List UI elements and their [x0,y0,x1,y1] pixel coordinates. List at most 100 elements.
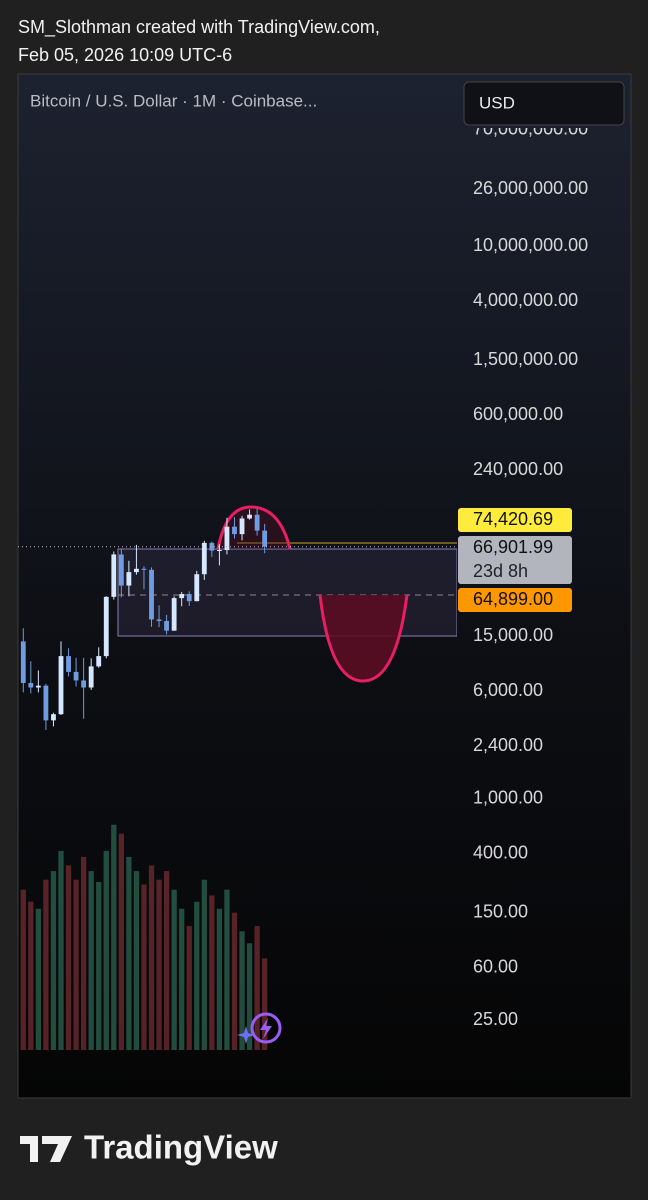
y-tick-label: 6,000.00 [473,680,543,700]
y-tick-label: 25.00 [473,1009,518,1029]
arc-top [216,505,292,550]
price-label-box [458,588,572,612]
arc-bottom [318,594,409,683]
y-tick-label: 60.00 [473,956,518,976]
candle-body [254,514,260,531]
volume-bar [73,879,79,1050]
candle-body [51,714,56,721]
candle-body [262,530,268,547]
price-label: 66,901.99 [473,537,553,557]
volume-bar [224,889,230,1050]
y-tick-label: 70,000,000.00 [473,118,588,138]
candle-body [247,514,252,519]
y-tick-label: 4,000,000.00 [473,290,578,310]
y-tick-label: 1,000.00 [473,788,543,808]
volume-bar [65,865,72,1050]
volume-bar [111,824,117,1050]
candle-body [28,682,34,688]
candle-body [81,680,87,688]
candle-body [88,666,94,688]
volume-bar [80,856,87,1050]
attribution: SM_Slothman created with TradingView.com… [18,17,380,38]
volume-bar [96,882,102,1050]
candle-body [194,574,200,602]
candle-body [96,656,102,667]
candle-body [111,554,117,597]
candle-body [149,569,154,620]
candle-body [171,598,177,631]
volume-bar [88,871,94,1050]
currency[interactable]: USD [479,93,515,112]
volume-bar [171,889,177,1050]
candle-body [66,656,71,672]
candle-body [103,596,109,657]
price-label-box [458,536,572,584]
volume-bar [28,901,34,1050]
candle-body [134,568,139,573]
y-tick-label: 400.00 [473,843,528,863]
volume-bar [141,884,147,1050]
countdown: 23d 8h [473,561,528,581]
candle-body [156,619,162,621]
y-tick-label: 26,000,000.00 [473,178,588,198]
volume-bar [179,908,185,1050]
volume-bar [163,871,170,1050]
volume-bar [254,926,260,1050]
volume-bar [262,958,268,1050]
candle-body [179,594,185,599]
y-tick-label: 240,000.00 [473,459,563,479]
candle-body [216,550,222,552]
volume-bar [50,871,57,1050]
volume-bar [133,871,140,1050]
candle-body [164,620,170,631]
y-tick-label: 150.00 [473,901,528,921]
volume-bar [216,908,223,1050]
candle-body [232,526,237,535]
candle-body [118,554,124,586]
y-tick-label: 2,400.00 [473,735,543,755]
price-label: 64,899.00 [473,589,553,609]
candle-body [239,518,245,535]
volume-bar [126,856,132,1050]
price-label-box [458,508,572,532]
volume-bar [58,850,64,1050]
currency-button[interactable] [463,81,625,126]
candle-body [43,685,49,721]
volume-bar [201,879,207,1050]
timestamp: Feb 05, 2026 10:09 UTC-6 [18,45,232,65]
lightning-icon [237,1012,282,1044]
volume-bar [43,879,49,1050]
candle-body [186,594,192,602]
volume-bar [148,865,155,1050]
y-tick-label: 1,500,000.00 [473,349,578,369]
candle-body [35,685,41,688]
candle-body [126,572,132,586]
candle-body [141,568,147,570]
candle-body [58,656,64,715]
volume-bar [231,912,238,1050]
volume-bar [118,833,124,1050]
volume-bar [186,926,192,1050]
volume-bar [20,889,26,1050]
brand-logo [20,1136,72,1162]
volume-bar [156,879,162,1050]
y-tick-label: 600,000.00 [473,404,563,424]
candle-body [201,542,207,575]
volume-bar [103,850,109,1050]
volume-bar [246,943,253,1050]
y-tick-label: 10,000,000.00 [473,235,588,255]
volume-bar [239,931,245,1050]
brand: TradingView [84,1129,278,1166]
price-label: 74,420.69 [473,509,553,529]
volume-bar [209,895,215,1050]
candle-body [20,641,26,683]
candle-body [209,542,215,551]
volume-bar [194,901,200,1050]
symbol-title: Bitcoin / U.S. Dollar · 1M · Coinbase... [30,91,317,110]
y-tick-label: 15,000.00 [473,625,553,645]
candle-body [224,526,230,551]
candle-body [73,671,79,681]
price-scale: 70,000,000.00 26,000,000.00 10,000,000.00 4… [473,118,588,1029]
volume-bar [35,908,42,1050]
